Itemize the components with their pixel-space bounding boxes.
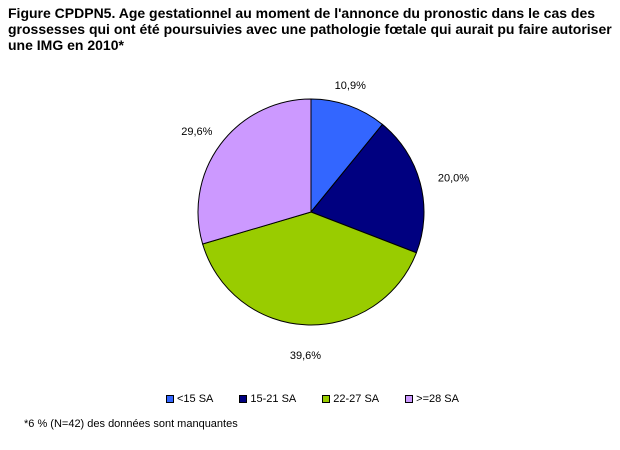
pie-chart: 10,9% 20,0% 39,6% 29,6% <box>181 80 469 362</box>
legend-item-4: >=28 SA <box>405 393 459 405</box>
pie-slice-3 <box>202 211 418 326</box>
pie-slice-2 <box>310 123 425 254</box>
slice-label-1: 10,9% <box>335 80 366 92</box>
legend-item-3: 22-27 SA <box>322 393 379 405</box>
pie-labels: 10,9% 20,0% 39,6% 29,6% <box>181 80 469 362</box>
legend: <15 SA 15-21 SA 22-27 SA >=28 SA <box>166 392 485 406</box>
legend-label: 22-27 SA <box>333 393 380 405</box>
slice-label-4: 29,6% <box>181 126 212 138</box>
legend-swatch <box>322 395 331 403</box>
legend-label: >=28 SA <box>416 393 459 405</box>
pie-slice-4 <box>197 98 312 245</box>
pie-slice-1 <box>310 98 384 214</box>
legend-swatch <box>405 395 414 403</box>
chart-title: Figure CPDPN5. Age gestationnel au momen… <box>8 5 612 53</box>
slice-label-3: 39,6% <box>290 350 321 362</box>
legend-label: 15-21 SA <box>250 393 297 405</box>
legend-item-2: 15-21 SA <box>239 393 296 405</box>
slice-label-2: 20,0% <box>438 172 469 184</box>
legend-swatch <box>239 395 248 403</box>
pie-slices <box>197 98 425 326</box>
legend-label: <15 SA <box>177 393 214 405</box>
legend-swatch <box>166 395 174 403</box>
legend-item-1: <15 SA <box>166 393 213 405</box>
footnote: *6 % (N=42) des données sont manquantes <box>24 418 238 430</box>
